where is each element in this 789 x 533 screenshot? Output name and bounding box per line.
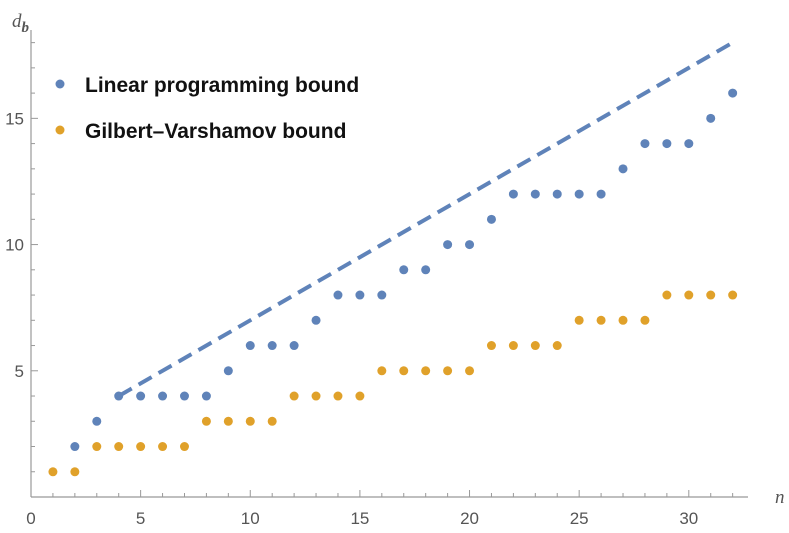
data-point (201, 391, 211, 401)
x-tick-label: 10 (241, 509, 260, 528)
data-point (443, 366, 453, 376)
data-point (728, 290, 738, 300)
series-0 (70, 88, 738, 452)
data-point (377, 290, 387, 300)
x-tick-label: 25 (570, 509, 589, 528)
data-point (377, 366, 387, 376)
data-point (333, 391, 343, 401)
data-point (508, 341, 518, 351)
data-point (201, 416, 211, 426)
data-point (421, 366, 431, 376)
data-point (245, 341, 255, 351)
data-point (70, 442, 80, 452)
y-axis-label: db (12, 11, 30, 36)
data-point (465, 240, 475, 250)
data-point (465, 366, 475, 376)
x-tick-label: 0 (26, 509, 35, 528)
data-point (267, 416, 277, 426)
data-point (355, 290, 365, 300)
data-point (684, 139, 694, 149)
data-point (596, 315, 606, 325)
data-point (179, 391, 189, 401)
legend-label-linear-programming: Linear programming bound (85, 74, 359, 97)
x-tick-label: 30 (679, 509, 698, 528)
data-point (311, 315, 321, 325)
data-point (552, 341, 562, 351)
data-point (552, 189, 562, 199)
data-point (245, 416, 255, 426)
data-point (596, 189, 606, 199)
series-1 (48, 290, 738, 477)
data-point (114, 442, 124, 452)
data-point (662, 139, 672, 149)
axes (30, 30, 748, 498)
data-point (70, 467, 80, 477)
legend-marker-gilbert-varshamov (55, 125, 65, 135)
data-point (136, 391, 146, 401)
data-point (728, 88, 738, 98)
data-point (223, 366, 233, 376)
data-point (684, 290, 694, 300)
data-point (399, 265, 409, 275)
y-axis-label-main: d (12, 11, 22, 32)
data-point (48, 467, 58, 477)
legend-label-gilbert-varshamov: Gilbert–Varshamov bound (85, 120, 346, 143)
x-tick-label: 20 (460, 509, 479, 528)
data-point (114, 391, 124, 401)
data-point (311, 391, 321, 401)
reference-dashed-line (117, 40, 734, 398)
data-point (92, 442, 102, 452)
data-point (158, 442, 168, 452)
data-point (574, 315, 584, 325)
data-point (333, 290, 343, 300)
y-tick-label: 15 (5, 109, 24, 128)
data-point (618, 315, 628, 325)
data-point (640, 315, 650, 325)
data-point (399, 366, 409, 376)
data-point (486, 214, 496, 224)
data-point (508, 189, 518, 199)
y-tick-label: 10 (5, 236, 24, 255)
data-point (158, 391, 168, 401)
x-axis-label: n (775, 487, 785, 508)
data-point (530, 189, 540, 199)
data-point (443, 240, 453, 250)
y-axis-label-subscript: b (22, 20, 30, 36)
data-point (267, 341, 277, 351)
x-tick-label: 15 (350, 509, 369, 528)
data-point (289, 341, 299, 351)
legend-marker-linear-programming (55, 79, 65, 89)
data-point (706, 113, 716, 123)
data-point (640, 139, 650, 149)
data-point (355, 391, 365, 401)
data-points (48, 88, 738, 477)
data-point (179, 442, 189, 452)
legend: Linear programming bound Gilbert–Varsham… (55, 74, 359, 143)
data-point (289, 391, 299, 401)
data-point (530, 341, 540, 351)
data-point (574, 189, 584, 199)
data-point (421, 265, 431, 275)
x-tick-label: 5 (136, 509, 145, 528)
data-point (136, 442, 146, 452)
data-point (706, 290, 716, 300)
data-point (662, 290, 672, 300)
data-point (618, 164, 628, 174)
x-ticks: 0 5 10 15 20 25 30 (26, 490, 734, 528)
data-point (486, 341, 496, 351)
data-point (223, 416, 233, 426)
data-point (92, 416, 102, 426)
y-tick-label: 5 (15, 362, 24, 381)
y-ticks: 5 10 15 (5, 42, 38, 473)
